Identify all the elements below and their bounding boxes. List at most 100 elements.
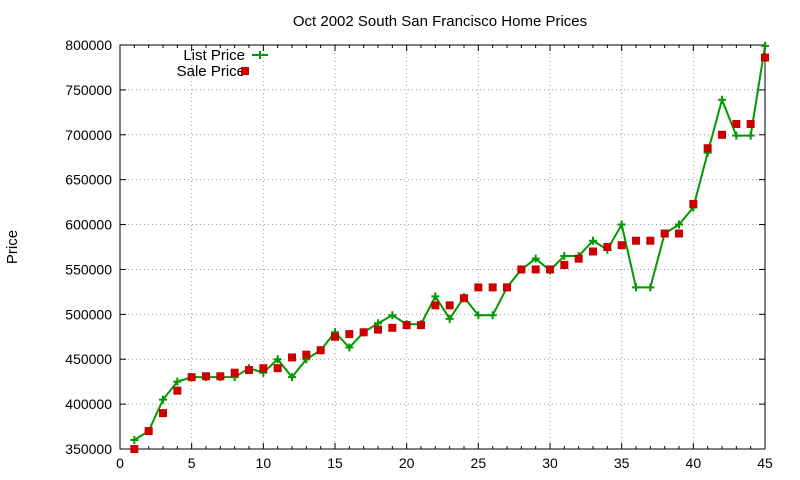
y-tick-label: 350000	[65, 441, 112, 457]
list-price-point	[718, 95, 726, 104]
grid-lines	[120, 45, 765, 449]
y-tick-label: 550000	[65, 261, 112, 277]
sale-price-point	[202, 372, 210, 381]
x-tick-labels: 0 5 10 15 20 25 30 35 40 45	[116, 455, 773, 471]
x-tick-label: 45	[757, 455, 773, 471]
sale-price-point	[374, 325, 382, 334]
legend-label-list-price: List Price	[183, 47, 245, 64]
sale-price-point	[646, 236, 655, 245]
x-tick-label: 10	[256, 455, 272, 471]
list-price-point	[159, 395, 167, 404]
y-tick-label: 750000	[65, 82, 112, 98]
y-tick-label: 500000	[65, 306, 112, 322]
list-price-point	[646, 283, 655, 292]
sale-price-point	[417, 321, 425, 330]
sale-price-point	[503, 283, 511, 292]
axis-ticks	[119, 44, 766, 450]
series-list-price	[130, 41, 769, 445]
legend-label-sale-price: Sale Price	[177, 63, 245, 80]
sale-price-point	[761, 53, 769, 62]
y-axis-label: Price	[4, 230, 21, 264]
legend-swatch-list-price	[252, 51, 268, 59]
sale-price-point	[460, 294, 468, 303]
x-tick-label: 30	[542, 455, 558, 471]
sale-price-point	[474, 283, 483, 292]
list-price-point	[761, 41, 769, 50]
sale-price-point	[273, 364, 282, 373]
y-tick-label: 450000	[65, 351, 112, 367]
sale-price-point	[617, 241, 626, 250]
chart-title: Oct 2002 South San Francisco Home Prices	[293, 13, 587, 30]
sale-price-point	[245, 365, 253, 374]
sale-price-point	[431, 301, 440, 310]
list-price-point	[746, 131, 755, 140]
sale-price-point	[689, 199, 698, 208]
sale-price-point	[216, 372, 225, 381]
list-price-point	[560, 251, 569, 260]
list-price-point	[617, 220, 626, 229]
x-tick-label: 15	[327, 455, 343, 471]
sale-price-point	[660, 229, 669, 238]
series-sale-price	[130, 53, 769, 453]
sale-price-point	[359, 328, 368, 337]
sale-price-point	[632, 236, 640, 245]
list-price-point	[345, 343, 354, 352]
sale-price-point	[574, 254, 583, 263]
sale-price-point	[388, 323, 397, 332]
sale-price-point	[144, 427, 153, 436]
x-tick-label: 25	[471, 455, 487, 471]
sale-price-point	[159, 409, 167, 418]
sale-price-point	[488, 283, 497, 292]
plot-frame	[119, 44, 766, 450]
x-tick-label: 20	[399, 455, 415, 471]
list-price-point	[488, 311, 497, 320]
sale-price-point	[675, 229, 683, 238]
list-price-point	[431, 292, 440, 301]
y-tick-label: 400000	[65, 396, 112, 412]
legend: List Price Sale Price	[177, 47, 268, 80]
x-tick-label: 35	[614, 455, 630, 471]
series-layer	[130, 41, 769, 453]
list-price-point	[173, 377, 182, 386]
list-price-point	[388, 311, 397, 320]
legend-marker-list-price	[256, 51, 264, 59]
sale-price-point	[589, 247, 597, 256]
list-price-point	[632, 283, 640, 292]
list-price-point	[288, 373, 296, 382]
y-tick-label: 800000	[65, 37, 112, 53]
x-tick-label: 5	[188, 455, 196, 471]
sale-price-point	[302, 350, 311, 359]
sale-price-point	[345, 330, 354, 339]
sale-price-point	[187, 373, 196, 382]
list-price-point	[273, 355, 282, 364]
y-tick-labels: 350000 400000 450000 500000 550000 600000 6500…	[65, 37, 112, 457]
list-price-point	[474, 311, 483, 320]
sale-price-point	[560, 260, 569, 269]
sale-price-point	[445, 301, 454, 310]
sale-price-point	[531, 265, 540, 274]
sale-price-point	[718, 130, 726, 139]
list-price-point	[732, 131, 741, 140]
legend-swatch-sale-price	[241, 67, 249, 75]
sale-price-point	[331, 332, 339, 341]
sale-price-point	[603, 243, 612, 251]
sale-price-point	[517, 265, 526, 274]
list-price-point	[675, 220, 683, 229]
sale-price-point	[402, 321, 411, 330]
x-tick-label: 40	[686, 455, 702, 471]
sale-price-point	[316, 346, 325, 355]
y-tick-label: 600000	[65, 217, 112, 233]
list-price-point	[130, 436, 139, 445]
legend-marker-sale-price	[241, 67, 249, 75]
y-tick-label: 700000	[65, 127, 112, 143]
list-price-line	[133, 45, 766, 441]
sale-price-point	[230, 368, 239, 377]
sale-price-point	[173, 386, 182, 395]
sale-price-point	[732, 120, 741, 129]
sale-price-point	[703, 144, 712, 153]
list-price-point	[589, 236, 597, 245]
sale-price-point	[746, 120, 755, 129]
sale-price-point	[546, 265, 554, 274]
sale-price-point	[259, 364, 268, 373]
